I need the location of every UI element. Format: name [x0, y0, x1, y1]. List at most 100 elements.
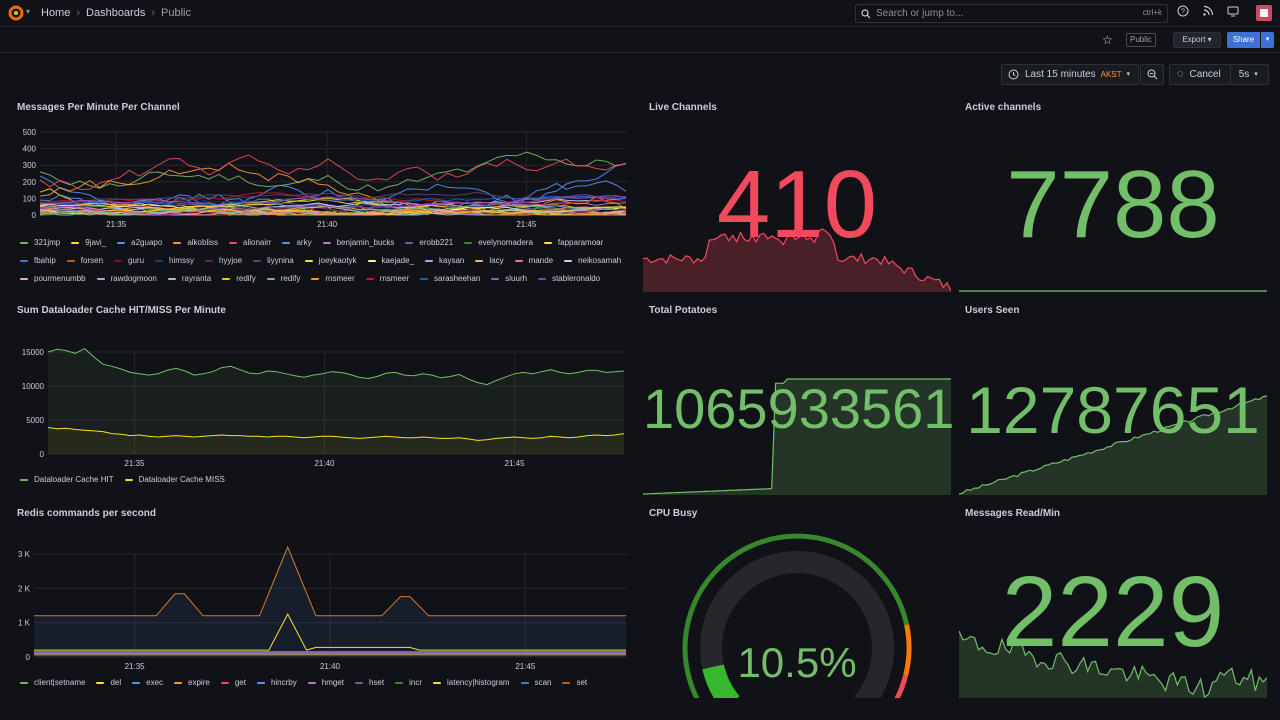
y-tick-label: 0 [32, 211, 37, 220]
messages-legend-item[interactable]: 321jmp [20, 236, 60, 249]
legend-swatch [155, 259, 164, 262]
messages-legend-item[interactable]: fbahip [20, 254, 56, 267]
panel-title-active-channels[interactable]: Active channels [965, 102, 1042, 113]
messages-legend-item[interactable]: rnsmeer [365, 273, 409, 286]
star-icon[interactable]: ☆ [1102, 33, 1113, 47]
breadcrumb-dashboards[interactable]: Dashboards [86, 7, 146, 19]
redis-legend-item[interactable]: incr [395, 678, 422, 688]
legend-label: 321jmp [34, 237, 61, 247]
messages-legend-item[interactable]: pourmenumbb [20, 273, 86, 286]
redis-legend-item[interactable]: latency|histogram [433, 678, 510, 688]
legend-swatch [124, 479, 133, 481]
messages-legend-item[interactable]: rnsmeer [311, 273, 355, 286]
sparkline-line [959, 630, 1267, 698]
chevron-down-icon[interactable]: ▾ [26, 7, 31, 16]
messages-legend-item[interactable]: evelynomadera [464, 236, 533, 249]
kiosk-icon[interactable] [1227, 5, 1239, 17]
legend-swatch [514, 259, 523, 262]
refresh-cancel-button[interactable]: ◌ Cancel 5s ▾ [1169, 64, 1269, 85]
refresh-interval[interactable]: 5s [1238, 69, 1250, 80]
redis-timeseries-chart[interactable]: 3 K 2 K 1 K 0 21:35 21:40 21:45 [14, 538, 628, 674]
messages-legend-item[interactable]: kaysan [425, 254, 464, 267]
redis-legend-item[interactable]: scan [520, 678, 552, 688]
series-line-hit [47, 347, 625, 386]
messages-legend-item[interactable]: mande [514, 254, 553, 267]
panel-title-users-seen[interactable]: Users Seen [965, 305, 1020, 316]
legend-label: Dataloader Cache HIT [34, 475, 114, 484]
chevron-right-icon: › [76, 7, 81, 19]
messages-legend-item[interactable]: alkobliss [173, 236, 218, 249]
cache-legend-item[interactable]: Dataloader Cache HIT [20, 475, 114, 485]
avatar[interactable] [1256, 5, 1272, 21]
messages-legend-item[interactable]: neikosamah [564, 254, 621, 267]
grafana-logo-icon[interactable] [8, 5, 24, 21]
messages-legend-item[interactable]: a2guapo [117, 236, 162, 249]
panel-title-cpu-busy[interactable]: CPU Busy [649, 508, 698, 519]
series-line [39, 204, 627, 216]
redis-legend-item[interactable]: get [220, 678, 246, 688]
search-input[interactable]: Search or jump to... ctrl+k [855, 4, 1168, 23]
x-tick-label: 21:35 [125, 662, 146, 671]
legend-swatch [20, 278, 28, 281]
messages-legend-item[interactable]: arky [282, 236, 312, 249]
panel-title-total-potatoes[interactable]: Total Potatoes [649, 305, 718, 316]
messages-legend-item[interactable]: sluurh [491, 273, 527, 286]
messages-legend-item[interactable]: liyynina [253, 254, 294, 267]
x-tick-label: 21:45 [515, 662, 536, 671]
cache-timeseries-chart[interactable]: 15000 10000 5000 0 21:35 21:40 21:45 [14, 336, 628, 471]
messages-legend-item[interactable]: himssy [155, 254, 194, 267]
messages-legend-item[interactable]: hyyjoe [204, 254, 242, 267]
messages-legend-item[interactable]: lacy [475, 254, 504, 267]
y-tick-label: 0 [40, 450, 45, 459]
messages-legend-item[interactable]: benjamin_bucks [322, 236, 394, 249]
panel-title-messages-read[interactable]: Messages Read/Min [965, 508, 1061, 519]
redis-legend-item[interactable]: hset [354, 678, 384, 688]
share-button[interactable]: Share [1227, 32, 1260, 48]
redis-legend-item[interactable]: del [96, 678, 121, 688]
messages-legend-item[interactable]: redify [266, 273, 300, 286]
series-line [39, 154, 627, 190]
redis-legend-item[interactable]: hmget [307, 678, 344, 688]
live-channels-value: 410 [716, 151, 878, 258]
legend-label: neikosamah [578, 255, 622, 265]
active-channels-value: 7788 [1006, 151, 1220, 258]
messages-legend-item[interactable]: erobb221 [405, 236, 453, 249]
redis-legend-item[interactable]: expire [174, 678, 210, 688]
messages-legend-item[interactable]: fapparamoar [543, 236, 603, 249]
messages-legend-item[interactable]: redify [222, 273, 256, 286]
timezone-label: AKST [1100, 70, 1122, 79]
time-range-picker[interactable]: Last 15 minutes AKST ▾ [1001, 64, 1139, 85]
legend-label: scan [534, 678, 552, 687]
share-menu-chevron-icon[interactable]: ▾ [1261, 32, 1274, 48]
messages-legend-item[interactable]: stableronaldo [538, 273, 600, 286]
legend-label: kaejade_ [381, 255, 415, 265]
messages-legend-item[interactable]: 9javi_ [71, 236, 106, 249]
panel-title-redis[interactable]: Redis commands per second [17, 508, 156, 519]
y-tick-label: 100 [23, 194, 37, 203]
rss-icon[interactable] [1202, 5, 1214, 17]
export-button[interactable]: Export ▾ [1173, 32, 1221, 48]
panel-title-messages[interactable]: Messages Per Minute Per Channel [17, 102, 180, 113]
panel-title-live-channels[interactable]: Live Channels [649, 102, 717, 113]
panel-title-cache[interactable]: Sum Dataloader Cache HIT/MISS Per Minute [17, 305, 226, 316]
messages-legend-item[interactable]: sarasheehan [420, 273, 480, 286]
redis-legend-item[interactable]: client|setname [20, 678, 85, 688]
messages-timeseries-chart[interactable]: 500 400 300 200 100 0 21:35 21:40 21:45 [14, 120, 628, 232]
messages-legend-item[interactable]: rawdogmoon [96, 273, 157, 286]
y-tick-label: 200 [23, 178, 37, 187]
redis-legend-item[interactable]: set [562, 678, 587, 688]
zoom-out-button[interactable] [1140, 64, 1164, 85]
messages-legend-item[interactable]: forsen [66, 254, 103, 267]
messages-legend-item[interactable]: kaejade_ [367, 254, 415, 267]
messages-legend-item[interactable]: alionairr [229, 236, 271, 249]
help-icon[interactable]: ? [1177, 5, 1189, 17]
messages-legend-item[interactable]: joeykaotyk [304, 254, 357, 267]
messages-legend-item[interactable]: rayranta [167, 273, 211, 286]
messages-legend-item[interactable]: guru [114, 254, 144, 267]
redis-legend-item[interactable]: hincrby [256, 678, 297, 688]
cache-legend-item[interactable]: Dataloader Cache MISS [124, 475, 225, 485]
messages-read-sparkline [959, 630, 1267, 698]
breadcrumb-home[interactable]: Home [41, 7, 71, 19]
legend-swatch [253, 259, 262, 262]
redis-legend-item[interactable]: exec [132, 678, 163, 688]
